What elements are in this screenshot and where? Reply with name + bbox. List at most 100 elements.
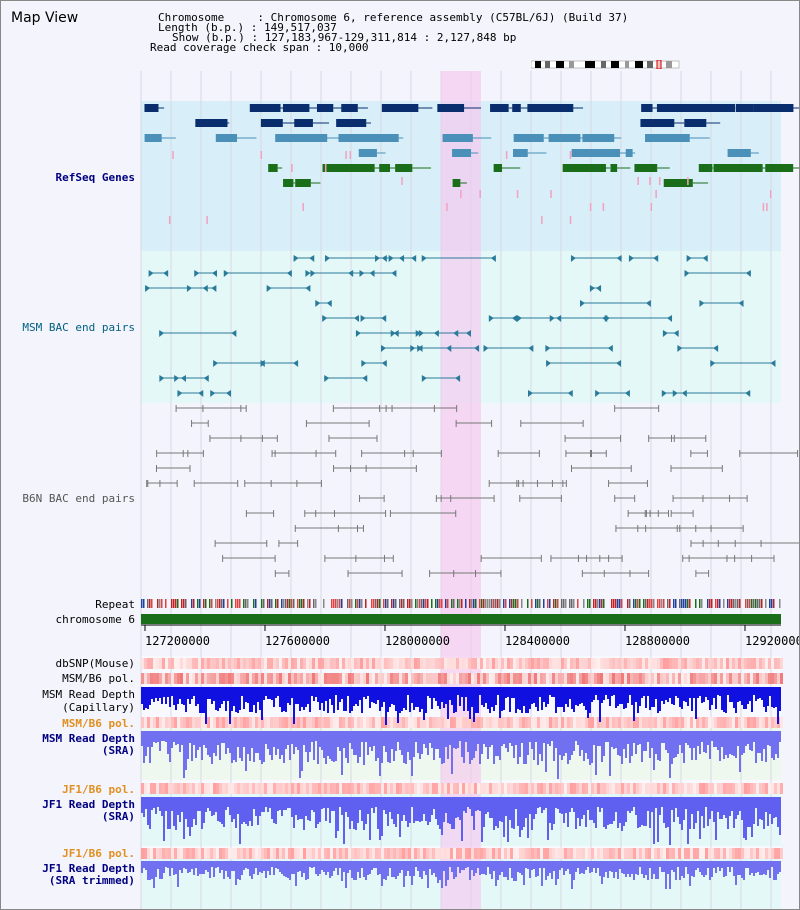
jf1-trim-depth-bar <box>349 861 351 870</box>
msm-pol-sra-cell <box>546 717 549 728</box>
jf1-trim-depth-bar <box>397 861 399 876</box>
jf1-pol-2-cell <box>591 848 594 859</box>
msm-cap-depth-bar <box>525 687 527 713</box>
jf1-sra-depth-bar <box>611 797 613 824</box>
msm-pol-sra-cell <box>621 717 624 728</box>
msm-sra-depth-bar <box>283 731 285 763</box>
jf1-pol-cell <box>231 783 234 794</box>
msm-sra-depth-bar <box>505 731 507 748</box>
msm-sra-depth-bar <box>327 731 329 756</box>
msm-pol-cell <box>690 673 693 684</box>
dbsnp-cell <box>621 658 624 669</box>
pink-feature <box>479 190 481 198</box>
jf1-pol-2-cell <box>528 848 531 859</box>
jf1-sra-depth-bar <box>469 797 471 809</box>
msm-sra-depth-bar <box>151 731 153 747</box>
jf1-sra-depth-bar <box>251 797 253 826</box>
msm-cap-depth-bar <box>701 687 703 703</box>
msm-pol-sra-cell <box>552 717 555 728</box>
jf1-sra-depth-bar <box>505 797 507 816</box>
msm-sra-depth-bar <box>477 731 479 744</box>
gene-block <box>656 104 672 112</box>
dbsnp-cell <box>750 658 753 669</box>
jf1-pol-cell <box>672 783 675 794</box>
msm-cap-depth-bar <box>423 687 425 720</box>
msm-cap-depth-bar <box>141 687 143 704</box>
jf1-pol-2-cell <box>594 848 597 859</box>
msm-sra-depth-bar <box>149 731 151 763</box>
dbsnp-cell <box>597 658 600 669</box>
msm-sra-depth-bar <box>729 731 731 754</box>
jf1-trim-depth-bar <box>697 861 699 868</box>
msm-pol-sra-cell <box>354 717 357 728</box>
bac-end <box>223 270 229 277</box>
bac-end <box>421 255 427 262</box>
chromosome-ideogram[interactable] <box>530 54 681 70</box>
msm-sra-depth-bar <box>541 731 543 761</box>
jf1-trim-depth-bar <box>299 861 301 871</box>
dbsnp-cell <box>420 658 423 669</box>
jf1-trim-depth-bar <box>703 861 705 877</box>
jf1-pol-cell <box>438 783 441 794</box>
msm-pol-sra-cell <box>339 717 342 728</box>
jf1-sra-depth-bar <box>435 797 437 819</box>
jf1-pol-2-cell <box>303 848 306 859</box>
jf1-pol-2-cell <box>675 848 678 859</box>
repeat-mark <box>293 599 295 608</box>
jf1-sra-depth-bar <box>403 797 405 815</box>
msm-pol-cell <box>687 673 690 684</box>
msm-pol-cell <box>768 673 771 684</box>
repeat-mark <box>287 599 289 608</box>
jf1-sra-depth-bar <box>153 797 155 808</box>
msm-pol-cell <box>438 673 441 684</box>
msm-pol-sra-cell <box>426 717 429 728</box>
msm-pol-sra-cell <box>258 717 261 728</box>
msm-cap-depth-bar <box>231 687 233 711</box>
bac-end <box>465 330 471 337</box>
msm-pol-sra-cell <box>537 717 540 728</box>
dbsnp-cell <box>297 658 300 669</box>
jf1-pol-cell <box>381 783 384 794</box>
jf1-pol-cell <box>486 783 489 794</box>
msm-sra-depth-bar <box>623 731 625 749</box>
dbsnp-cell <box>645 658 648 669</box>
jf1-pol-cell <box>564 783 567 794</box>
jf1-pol-cell <box>141 783 144 794</box>
jf1-pol-2-cell <box>717 848 720 859</box>
msm-pol-cell <box>561 673 564 684</box>
msm-cap-depth-bar <box>709 687 711 710</box>
msm-pol-sra-cell <box>282 717 285 728</box>
msm-cap-depth-bar <box>339 687 341 702</box>
repeat-mark <box>417 599 419 608</box>
msm-pol-cell <box>276 673 279 684</box>
msm-cap-depth-bar <box>295 687 297 704</box>
msm-pol-sra-cell <box>366 717 369 728</box>
msm-cap-depth-bar <box>619 687 621 704</box>
jf1-pol-cell <box>243 783 246 794</box>
jf1-trim-depth-bar <box>611 861 613 872</box>
jf1-pol-cell <box>471 783 474 794</box>
bac-end <box>305 285 311 292</box>
jf1-trim-depth-bar <box>707 861 709 868</box>
msm-sra-depth-bar <box>257 731 259 753</box>
dbsnp-cell <box>207 658 210 669</box>
dbsnp-cell <box>198 658 201 669</box>
msm-cap-depth-bar <box>497 687 499 695</box>
pink-feature <box>655 190 657 198</box>
msm-sra-depth-bar <box>377 731 379 758</box>
jf1-pol-2-cell <box>477 848 480 859</box>
gene-block <box>713 164 742 172</box>
msm-pol-cell <box>624 673 627 684</box>
jf1-trim-depth-bar <box>683 861 685 878</box>
jf1-pol-cell <box>306 783 309 794</box>
msm-sra-depth-bar <box>179 731 181 752</box>
dbsnp-cell <box>360 658 363 669</box>
msm-pol-cell <box>180 673 183 684</box>
msm-pol-cell <box>444 673 447 684</box>
msm-pol-cell <box>414 673 417 684</box>
msm-sra-depth-bar <box>417 731 419 753</box>
jf1-pol-2-cell <box>309 848 312 859</box>
msm-bac-features <box>145 255 776 397</box>
jf1-sra-depth-bar <box>309 797 311 821</box>
